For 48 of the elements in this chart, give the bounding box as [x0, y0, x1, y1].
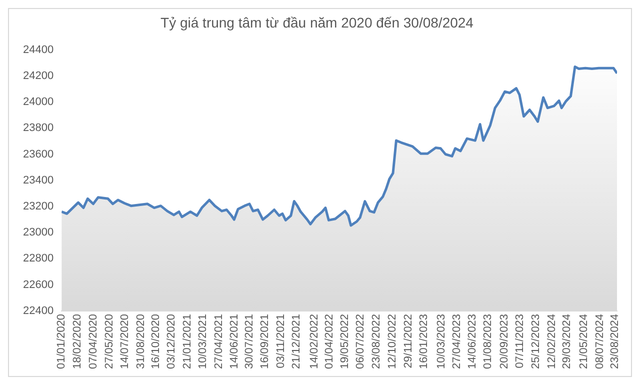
- x-tick-label: 20/09/2023: [498, 314, 511, 370]
- y-tick-label: 23400: [22, 174, 54, 186]
- x-tick-label: 19/05/2022: [339, 314, 352, 370]
- y-tick-label: 22800: [22, 252, 54, 265]
- x-tick-label: 21/12/2021: [290, 314, 302, 370]
- x-tick-label: 23/08/2024: [608, 314, 621, 370]
- x-tick-label: 29/03/2024: [560, 314, 573, 370]
- x-tick-label: 10/03/2021: [197, 314, 210, 370]
- x-tick-label: 14/07/2020: [119, 314, 132, 370]
- x-tick-label: 01/01/2020: [56, 314, 68, 370]
- x-tick-label: 27/04/2021: [212, 314, 225, 370]
- y-tick-label: 22600: [22, 278, 54, 291]
- x-tick-label: 30/07/2021: [243, 314, 256, 370]
- x-tick-label: 18/02/2020: [71, 314, 84, 370]
- x-tick-label: 01/08/2023: [482, 314, 494, 370]
- y-tick-label: 23600: [22, 148, 54, 160]
- y-tick-label: 24400: [22, 44, 54, 56]
- x-tick-label: 08/07/2024: [594, 314, 606, 370]
- y-tick-label: 23800: [22, 122, 54, 134]
- x-tick-label: 14/06/2021: [228, 314, 240, 370]
- x-tick-label: 12/10/2022: [386, 314, 399, 370]
- x-tick-label: 31/08/2020: [134, 314, 147, 370]
- x-tick-label: 03/12/2020: [166, 314, 178, 370]
- y-tick-label: 24200: [22, 70, 54, 82]
- y-tick-label: 23200: [22, 200, 54, 213]
- y-tick-label: 23000: [22, 226, 54, 239]
- y-tick-label: 22400: [22, 304, 54, 317]
- x-tick-label: 07/11/2023: [514, 314, 526, 368]
- x-tick-label: 21/01/2021: [182, 314, 194, 370]
- x-tick-label: 12/02/2024: [546, 314, 558, 370]
- x-tick-label: 16/01/2023: [418, 314, 430, 370]
- x-tick-label: 10/03/2023: [435, 314, 448, 370]
- chart-title: Tỷ giá trung tâm từ đầu năm 2020 đến 30/08/2024: [160, 14, 474, 30]
- x-tick-label: 06/07/2022: [354, 314, 367, 370]
- x-tick-label: 27/04/2023: [450, 314, 463, 370]
- x-tick-label: 16/10/2020: [150, 314, 162, 370]
- x-tick-label: 27/05/2020: [104, 314, 116, 370]
- x-tick-label: 01/04/2022: [323, 314, 336, 370]
- x-tick-label: 21/05/2024: [578, 314, 590, 370]
- x-tick-label: 25/12/2023: [530, 314, 542, 370]
- x-tick-label: 16/09/2021: [259, 314, 272, 370]
- x-tick-label: 07/04/2020: [87, 314, 100, 370]
- x-tick-label: 29/11/2022: [402, 314, 414, 368]
- x-tick-label: 14/02/2022: [308, 314, 320, 370]
- y-tick-label: 24000: [22, 96, 54, 108]
- x-tick-label: 14/06/2023: [466, 314, 479, 370]
- x-tick-label: 23/08/2022: [370, 314, 382, 370]
- x-tick-label: 03/11/2021: [274, 314, 287, 368]
